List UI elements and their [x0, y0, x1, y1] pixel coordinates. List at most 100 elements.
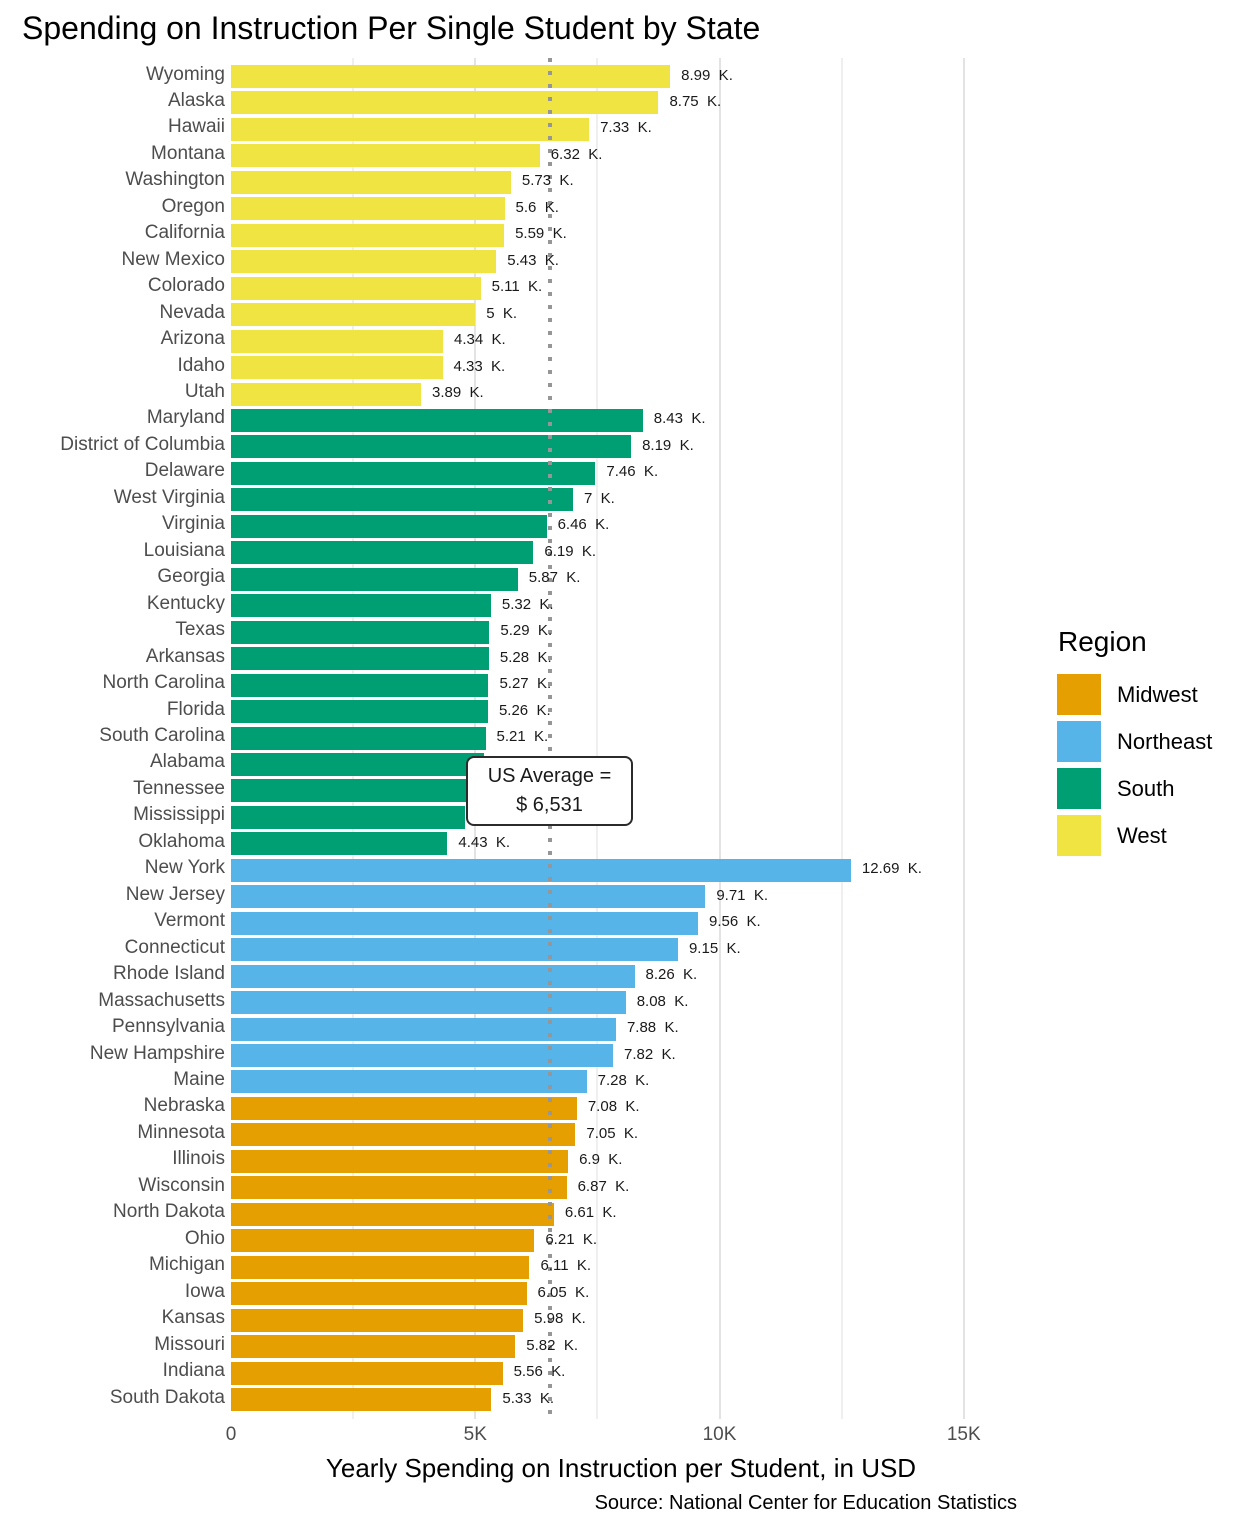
- bar-value-label: 5.87 K.: [528, 569, 581, 587]
- bar-value-label: 5.98 K.: [534, 1310, 586, 1328]
- bar-new-york: [231, 858, 851, 882]
- bar-new-hampshire: [231, 1044, 613, 1068]
- bar-value-label: 6.87 K.: [577, 1177, 630, 1195]
- legend-item-west: West: [1057, 815, 1212, 856]
- midwest-color-swatch: [1057, 674, 1101, 715]
- x-axis-title: Yearly Spending on Instruction per Stude…: [325, 1453, 917, 1483]
- y-axis-state-label: Rhode Island: [113, 963, 225, 985]
- source-caption: Source: National Center for Education St…: [594, 1492, 1017, 1514]
- y-axis-state-label: Texas: [175, 619, 225, 641]
- legend-label-west: West: [1117, 822, 1167, 848]
- y-axis-state-label: Missouri: [154, 1333, 225, 1355]
- y-axis-state-label: New York: [144, 857, 225, 879]
- bar-california: [231, 223, 505, 247]
- y-axis-state-label: Connecticut: [124, 936, 225, 958]
- y-axis-state-label: Hawaii: [167, 116, 225, 138]
- x-tick-label: 10K: [702, 1424, 737, 1445]
- y-axis-state-label: Louisiana: [143, 539, 225, 561]
- bar-washington: [231, 170, 511, 194]
- us-average-annotation-box: US Average = $ 6,531: [466, 756, 633, 826]
- y-axis-state-label: Illinois: [172, 1148, 225, 1170]
- bar-value-label: 8.99 K.: [681, 66, 733, 84]
- bar-tennessee: [231, 779, 472, 803]
- y-axis-state-label: Maine: [173, 1068, 225, 1090]
- x-tick-label: 15K: [946, 1424, 981, 1445]
- bar-utah: [231, 382, 422, 406]
- y-axis-state-label: Vermont: [154, 910, 225, 932]
- y-axis-state-label: Florida: [166, 698, 225, 720]
- bar-north-carolina: [231, 673, 489, 697]
- bar-iowa: [231, 1282, 527, 1306]
- bar-value-label: 5.73 K.: [521, 172, 574, 190]
- y-axis-state-label: Alabama: [150, 751, 225, 773]
- y-axis-state-label: Georgia: [157, 566, 225, 588]
- bar-alaska: [231, 91, 659, 115]
- bar-maine: [231, 1070, 587, 1094]
- bar-delaware: [231, 461, 596, 485]
- bar-value-label: 5.6 K.: [515, 198, 559, 216]
- bar-value-label: 6.61 K.: [564, 1204, 617, 1222]
- bar-value-label: 9.71 K.: [716, 886, 769, 904]
- bar-value-label: 6.11 K.: [540, 1257, 592, 1275]
- bar-south-carolina: [231, 726, 486, 750]
- legend: Region Midwest Northeast South West: [1057, 626, 1212, 862]
- bar-value-label: 7.46 K.: [606, 463, 659, 481]
- y-axis-state-label: Nebraska: [143, 1095, 225, 1117]
- bar-ohio: [231, 1229, 535, 1253]
- bar-value-label: 4.33 K.: [453, 357, 506, 375]
- y-axis-state-label: Pennsylvania: [111, 1016, 225, 1038]
- bar-mississippi: [231, 805, 466, 829]
- bar-value-label: 8.26 K.: [645, 966, 698, 984]
- x-tick-label: 5K: [463, 1424, 487, 1445]
- bar-georgia: [231, 567, 518, 591]
- y-axis-state-label: Utah: [184, 381, 225, 403]
- legend-label-northeast: Northeast: [1117, 728, 1213, 754]
- bar-value-label: 5.26 K.: [498, 701, 551, 719]
- y-axis-state-label: South Carolina: [99, 725, 225, 746]
- bar-connecticut: [231, 938, 678, 962]
- bar-arkansas: [231, 647, 489, 671]
- bar-nevada: [231, 303, 476, 327]
- bar-value-label: 5.56 K.: [513, 1363, 566, 1381]
- bar-value-label: 5.21 K.: [496, 728, 549, 745]
- y-axis-state-label: Kansas: [161, 1307, 225, 1329]
- bar-value-label: 5.28 K.: [499, 648, 552, 666]
- legend-item-south: South: [1057, 768, 1212, 809]
- bar-alabama: [231, 752, 485, 776]
- bar-texas: [231, 620, 490, 644]
- bar-value-label: 6.19 K.: [544, 542, 597, 560]
- bar-value-label: 7.08 K.: [587, 1098, 640, 1116]
- x-tick-label: 0: [225, 1424, 237, 1445]
- bar-value-label: 8.19 K.: [642, 436, 694, 454]
- legend-label-south: South: [1117, 775, 1175, 801]
- y-axis-state-label: Kentucky: [146, 592, 225, 614]
- y-axis-state-label: Washington: [125, 169, 225, 191]
- bar-virginia: [231, 514, 547, 538]
- bar-massachusetts: [231, 991, 626, 1015]
- bar-nebraska: [231, 1096, 577, 1120]
- bar-value-label: 7 K.: [583, 489, 615, 507]
- y-axis-state-label: New Hampshire: [89, 1042, 225, 1064]
- bar-new-mexico: [231, 250, 497, 274]
- bar-value-label: 8.08 K.: [636, 992, 689, 1010]
- y-axis-state-label: Oregon: [161, 195, 225, 217]
- y-axis-state-label: Arizona: [160, 328, 225, 350]
- y-axis-state-label: Montana: [151, 142, 225, 164]
- y-axis-state-label: Idaho: [177, 354, 225, 376]
- bar-value-label: 12.69 K.: [861, 860, 922, 878]
- bar-colorado: [231, 276, 481, 300]
- bar-kentucky: [231, 594, 491, 618]
- y-axis-state-label: Iowa: [184, 1280, 225, 1302]
- major-gridline: [962, 58, 965, 1419]
- bar-value-label: 6.46 K.: [557, 516, 610, 534]
- legend-item-midwest: Midwest: [1057, 674, 1212, 715]
- us-average-annotation-line2: $ 6,531: [516, 794, 583, 816]
- bar-value-label: 9.15 K.: [688, 939, 741, 957]
- bar-value-label: 5.32 K.: [501, 595, 554, 613]
- bar-value-label: 5.27 K.: [499, 675, 552, 693]
- bar-value-label: 5.59 K.: [515, 225, 567, 243]
- y-axis-state-label: Wyoming: [145, 63, 225, 85]
- bar-minnesota: [231, 1123, 576, 1147]
- bar-rhode-island: [231, 964, 635, 988]
